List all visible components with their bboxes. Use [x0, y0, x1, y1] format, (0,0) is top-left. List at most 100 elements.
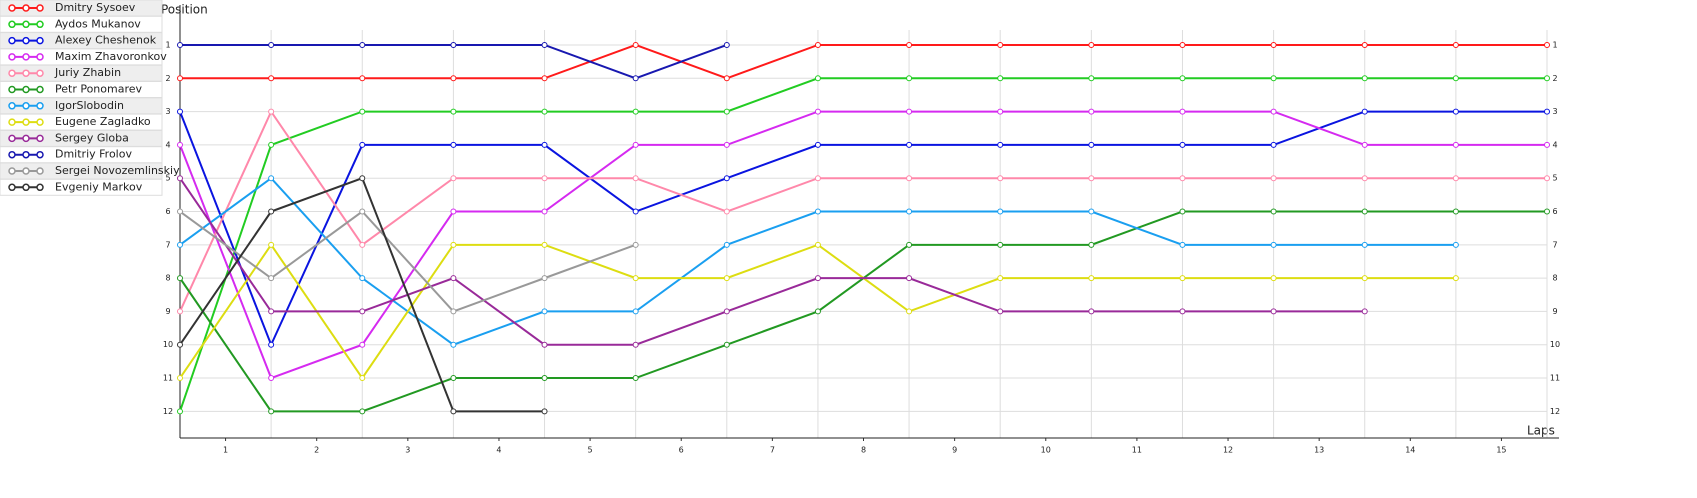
series-marker	[450, 208, 457, 215]
series-marker	[268, 275, 275, 282]
series-marker	[1452, 208, 1459, 215]
y-tick-label: 4	[165, 140, 170, 149]
legend-label: Aydos Mukanov	[55, 17, 141, 30]
series-marker	[632, 341, 639, 348]
x-tick-label: 13	[1314, 446, 1324, 455]
series-marker	[359, 275, 366, 282]
series-marker	[1544, 108, 1550, 115]
series-marker	[1088, 108, 1095, 115]
series-marker	[450, 408, 457, 415]
series-marker	[359, 375, 366, 382]
series-marker	[723, 275, 730, 282]
y-tick-label-right: 8	[1552, 274, 1557, 283]
series-marker	[1452, 141, 1459, 148]
series-marker	[1179, 275, 1186, 282]
series-marker	[997, 41, 1004, 48]
series-marker	[450, 308, 457, 315]
series-marker	[1270, 175, 1277, 182]
series-marker	[1361, 75, 1368, 82]
x-tick-label: 11	[1132, 446, 1142, 455]
x-tick-label: 5	[588, 446, 593, 455]
series-marker	[1088, 275, 1095, 282]
series-marker	[541, 275, 548, 282]
series-marker	[1270, 141, 1277, 148]
legend-marker	[8, 4, 16, 12]
series-marker	[450, 375, 457, 382]
series-marker	[814, 108, 821, 115]
series-marker	[632, 108, 639, 115]
series-marker	[632, 41, 639, 48]
series-marker	[268, 175, 275, 182]
y-tick-label-right: 9	[1552, 307, 1557, 316]
series-marker	[1270, 208, 1277, 215]
series-marker	[723, 75, 730, 82]
legend-marker	[8, 53, 16, 61]
series-marker	[177, 275, 183, 282]
series-marker	[1361, 141, 1368, 148]
series-marker	[177, 108, 183, 115]
legend-marker	[22, 134, 30, 143]
series-marker	[997, 308, 1004, 315]
legend-marker	[36, 36, 44, 45]
legend-marker	[22, 183, 30, 192]
series-marker	[814, 208, 821, 215]
series-marker	[723, 341, 730, 348]
series-marker	[814, 41, 821, 48]
series-marker	[723, 141, 730, 148]
series-marker	[1179, 75, 1186, 82]
x-tick-label: 4	[496, 446, 501, 455]
series-marker	[632, 208, 639, 215]
series-marker	[1361, 275, 1368, 282]
series-marker	[1361, 108, 1368, 115]
x-axis-label: Laps	[1527, 424, 1555, 438]
series-marker	[268, 408, 275, 415]
y-tick-label: 9	[165, 307, 170, 316]
y-tick-label: 3	[165, 107, 170, 116]
legend-marker	[8, 20, 16, 29]
legend-marker	[22, 167, 30, 175]
series-marker	[632, 308, 639, 315]
series-marker	[1088, 208, 1095, 215]
legend-marker	[8, 118, 16, 126]
series-marker	[1270, 108, 1277, 115]
x-tick-label: 15	[1496, 446, 1506, 455]
legend-label: Sergey Globa	[55, 131, 129, 144]
series-marker	[541, 141, 548, 148]
series-marker	[1452, 41, 1459, 48]
legend-label: Dmitry Sysoev	[55, 1, 136, 14]
y-tick-label: 11	[163, 374, 173, 383]
series-marker	[632, 241, 639, 248]
y-axis-label: Position	[161, 3, 208, 17]
series-marker	[268, 241, 275, 248]
series-marker	[268, 341, 275, 348]
series-marker	[997, 175, 1004, 182]
series-marker	[632, 375, 639, 382]
series-line	[180, 43, 1547, 80]
series-marker	[906, 308, 913, 315]
legend-marker	[8, 69, 16, 77]
legend-row	[0, 178, 163, 196]
series-marker	[1544, 208, 1550, 215]
legend-marker	[8, 183, 16, 192]
series-marker	[906, 41, 913, 48]
series-marker	[723, 175, 730, 182]
series-marker	[906, 75, 913, 82]
legend-marker	[8, 102, 16, 110]
legend-marker	[36, 150, 44, 159]
legend-label: Maxim Zhavoronkov	[55, 50, 167, 63]
series-marker	[450, 75, 457, 82]
series-marker	[723, 41, 730, 48]
series-marker	[541, 75, 548, 82]
series-marker	[1452, 275, 1459, 282]
y-tick-label: 1	[165, 40, 170, 49]
series-marker	[359, 241, 366, 248]
series-marker	[1452, 241, 1459, 248]
series-marker	[1179, 175, 1186, 182]
y-tick-label: 2	[165, 74, 170, 83]
legend-marker	[36, 183, 44, 192]
legend-marker	[8, 150, 16, 159]
series-marker	[541, 408, 548, 415]
series-marker	[997, 108, 1004, 115]
series-marker	[268, 308, 275, 315]
legend-marker	[36, 4, 44, 12]
